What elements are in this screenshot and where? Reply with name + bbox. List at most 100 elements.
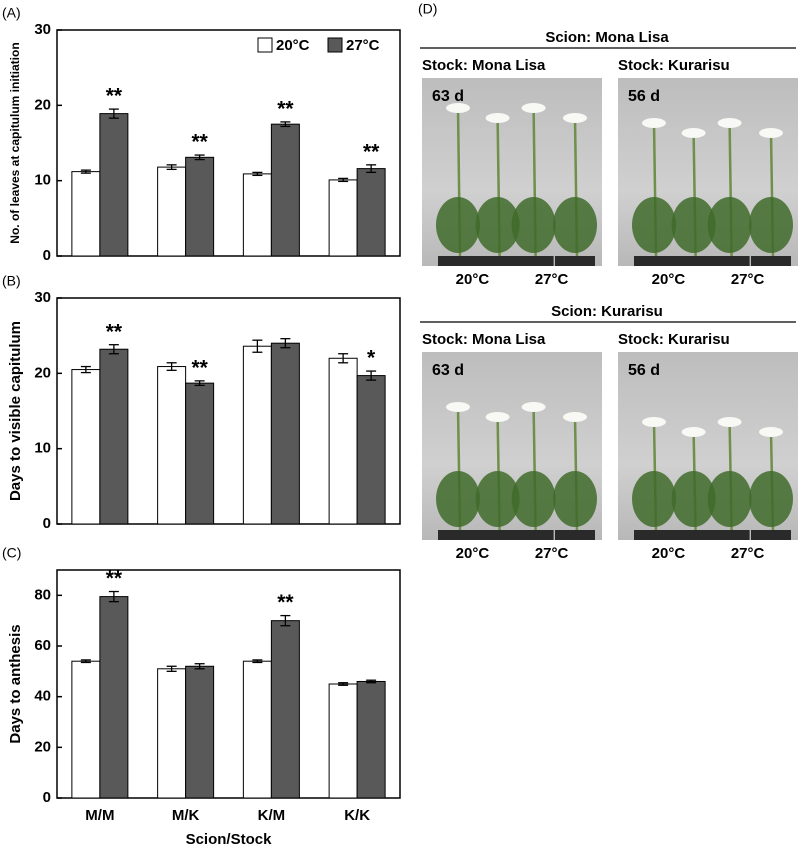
flower bbox=[759, 427, 783, 437]
significance: ** bbox=[277, 591, 294, 614]
flower bbox=[521, 103, 546, 113]
x-tick-label: K/M bbox=[258, 807, 286, 824]
bar bbox=[99, 596, 129, 799]
bar bbox=[270, 620, 300, 799]
flower bbox=[521, 402, 546, 412]
bar bbox=[242, 660, 272, 799]
legend-swatch bbox=[257, 37, 273, 53]
foliage bbox=[436, 471, 480, 527]
foliage bbox=[707, 471, 752, 527]
pot bbox=[673, 256, 714, 266]
bar bbox=[99, 348, 129, 525]
error-bar bbox=[366, 164, 377, 174]
x-axis-label: Scion/Stock bbox=[186, 831, 273, 848]
y-tick-label: 20 bbox=[34, 738, 51, 755]
photo bbox=[618, 78, 798, 266]
significance: ** bbox=[191, 356, 208, 379]
legend-swatch bbox=[327, 37, 343, 53]
foliage bbox=[511, 471, 556, 527]
foliage bbox=[707, 197, 752, 253]
foliage bbox=[511, 197, 556, 253]
bar bbox=[328, 179, 358, 257]
days-label: 63 d bbox=[432, 88, 464, 105]
bar bbox=[185, 156, 215, 257]
significance: * bbox=[367, 347, 376, 370]
x-tick-label: M/M bbox=[85, 807, 114, 824]
temp-label: 20°C bbox=[456, 271, 490, 288]
significance: ** bbox=[106, 320, 123, 343]
photo bbox=[422, 352, 602, 540]
bar bbox=[185, 665, 215, 799]
pot bbox=[438, 256, 478, 266]
temp-label: 27°C bbox=[731, 271, 765, 288]
plot-frame bbox=[56, 297, 401, 525]
flower bbox=[759, 128, 783, 138]
pot bbox=[513, 256, 554, 266]
bar bbox=[356, 375, 386, 525]
y-tick-label: 60 bbox=[34, 637, 51, 654]
foliage bbox=[632, 197, 676, 253]
error-bar bbox=[366, 679, 377, 684]
pot bbox=[751, 530, 791, 540]
y-tick-label: 10 bbox=[34, 440, 51, 457]
error-bar bbox=[108, 344, 119, 355]
pot bbox=[513, 530, 554, 540]
error-bar bbox=[280, 121, 291, 128]
flower bbox=[485, 113, 510, 123]
photo bbox=[422, 78, 602, 266]
pot bbox=[438, 530, 478, 540]
bar bbox=[71, 171, 101, 257]
error-bar bbox=[338, 177, 349, 183]
flower bbox=[563, 412, 587, 422]
foliage bbox=[632, 471, 676, 527]
y-tick-label: 0 bbox=[43, 247, 51, 264]
panel-label: (B) bbox=[2, 273, 21, 289]
pot bbox=[709, 256, 750, 266]
flower bbox=[642, 417, 666, 427]
stock-label: Stock: Mona Lisa bbox=[422, 331, 546, 348]
significance: ** bbox=[191, 131, 208, 154]
pot bbox=[709, 530, 750, 540]
bar bbox=[328, 357, 358, 525]
error-bar bbox=[252, 171, 263, 177]
flower bbox=[717, 417, 742, 427]
error-bar bbox=[166, 362, 177, 371]
significance: ** bbox=[106, 85, 123, 108]
legend-label: 27°C bbox=[346, 37, 380, 54]
x-tick-label: M/K bbox=[172, 807, 200, 824]
foliage bbox=[553, 471, 597, 527]
y-tick-label: 10 bbox=[34, 172, 51, 189]
significance: ** bbox=[106, 567, 123, 590]
error-bar bbox=[194, 380, 205, 387]
bar bbox=[71, 369, 101, 525]
pot bbox=[555, 256, 595, 266]
foliage bbox=[436, 197, 480, 253]
foliage bbox=[749, 471, 793, 527]
temp-label: 27°C bbox=[535, 545, 569, 562]
stock-label: Stock: Kurarisu bbox=[618, 331, 730, 348]
bar bbox=[242, 345, 272, 525]
foliage bbox=[671, 197, 716, 253]
pot bbox=[555, 530, 595, 540]
bar bbox=[185, 382, 215, 525]
error-bar bbox=[80, 169, 91, 174]
temp-label: 20°C bbox=[652, 545, 686, 562]
days-label: 56 d bbox=[628, 362, 660, 379]
flower bbox=[446, 103, 470, 113]
y-tick-label: 80 bbox=[34, 586, 51, 603]
error-bar bbox=[108, 108, 119, 119]
flower bbox=[717, 118, 742, 128]
foliage bbox=[749, 197, 793, 253]
pot bbox=[634, 256, 674, 266]
y-tick-label: 30 bbox=[34, 21, 51, 38]
stock-label: Stock: Mona Lisa bbox=[422, 57, 546, 74]
bar bbox=[356, 168, 386, 257]
flower bbox=[563, 113, 587, 123]
error-bar bbox=[80, 365, 91, 374]
bar bbox=[157, 668, 187, 799]
error-bar bbox=[252, 659, 263, 664]
bar bbox=[270, 342, 300, 525]
error-bar bbox=[166, 665, 177, 672]
error-bar bbox=[252, 339, 263, 353]
temp-label: 20°C bbox=[456, 545, 490, 562]
